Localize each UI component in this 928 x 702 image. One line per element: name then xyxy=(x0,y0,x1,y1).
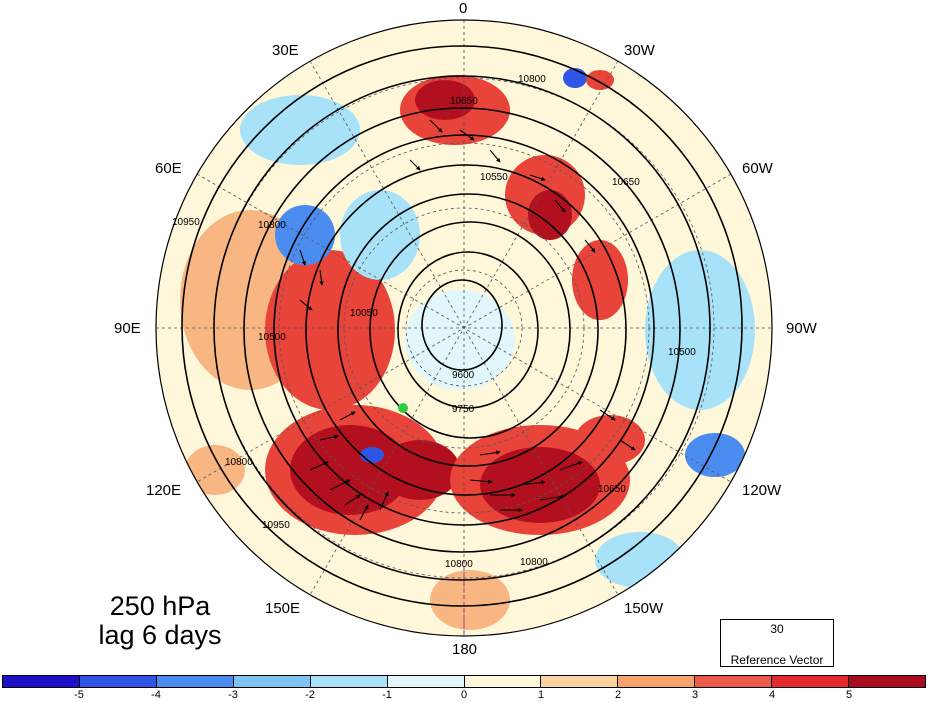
reference-vector-legend: 30 Reference Vector xyxy=(720,619,834,667)
colorbar-tick-label: 4 xyxy=(768,689,776,701)
panel-title-level: 250 hPa xyxy=(109,591,211,621)
contour-label: 10800 xyxy=(258,220,286,231)
contour-label: 10650 xyxy=(598,484,626,495)
colorbar-segment xyxy=(387,676,465,687)
contour-label: 10800 xyxy=(445,559,473,570)
lon-label-30w: 30W xyxy=(624,42,655,59)
colorbar-segment xyxy=(310,676,388,687)
lon-label-60w: 60W xyxy=(742,160,773,177)
colorbar-segment xyxy=(233,676,311,687)
lon-label-0: 0 xyxy=(459,0,468,17)
lon-label-120e: 120E xyxy=(146,482,182,499)
lon-label-30e: 30E xyxy=(272,42,299,59)
contour-label: 10650 xyxy=(612,177,640,188)
lon-label-90w: 90W xyxy=(786,320,817,337)
colorbar-tick-label: -3 xyxy=(228,689,238,701)
colorbar-tick-label: -2 xyxy=(305,689,315,701)
colorbar-segment xyxy=(3,676,80,687)
lon-label-60e: 60E xyxy=(155,160,182,177)
colorbar-tick-label: -4 xyxy=(151,689,161,701)
colorbar-tick-label: 1 xyxy=(537,689,545,701)
lon-label-150w: 150W xyxy=(624,600,664,617)
wind-vectors xyxy=(299,119,636,521)
map-border xyxy=(155,19,773,637)
colorbar-segment xyxy=(618,676,696,687)
colorbar-segment xyxy=(772,676,850,687)
lon-label-90e: 90E xyxy=(114,320,141,337)
contour-label: 9750 xyxy=(452,404,475,415)
geopotential-contours xyxy=(181,45,743,607)
colorbar-segment xyxy=(541,676,619,687)
lon-label-180: 180 xyxy=(452,641,478,658)
lon-label-120w: 120W xyxy=(742,482,782,499)
contour-label: 10500 xyxy=(258,332,286,343)
panel-title-lag: lag 6 days xyxy=(98,620,222,650)
contour-label: 10950 xyxy=(262,520,290,531)
reference-point-marker xyxy=(398,403,408,413)
contour-label: 10950 xyxy=(172,217,200,228)
contour-label: 10550 xyxy=(480,172,508,183)
colorbar-tick-label: 5 xyxy=(845,689,853,701)
colorbar-tick-label: 2 xyxy=(614,689,622,701)
colorbar-segment xyxy=(695,676,773,687)
contour-label: 10800 xyxy=(520,557,548,568)
panel-title: 250 hPa lag 6 days xyxy=(70,592,250,650)
colorbar-tick-label: 3 xyxy=(691,689,699,701)
contour-label: 10050 xyxy=(350,308,378,319)
colorbar-segment xyxy=(79,676,157,687)
contour-label: 9600 xyxy=(452,370,475,381)
contour-label: 10800 xyxy=(518,74,546,85)
colorbar-tick-label: 0 xyxy=(460,689,468,701)
colorbar xyxy=(2,675,926,688)
colorbar-segment xyxy=(156,676,234,687)
contour-label: 10500 xyxy=(668,347,696,358)
reference-vector-value: 30 xyxy=(770,622,784,636)
reference-vector-label: Reference Vector xyxy=(730,653,824,667)
colorbar-tick-label: -5 xyxy=(74,689,84,701)
colorbar-tick-label: -1 xyxy=(382,689,392,701)
anomaly-shading xyxy=(180,68,755,630)
lon-label-150e: 150E xyxy=(265,600,301,617)
contour-label: 10650 xyxy=(450,96,478,107)
contour-label-group: 10800 10650 10550 10950 10800 10050 1050… xyxy=(172,74,696,570)
colorbar-segment xyxy=(849,676,926,687)
colorbar-segment xyxy=(464,676,542,687)
contour-label: 10800 xyxy=(225,457,253,468)
